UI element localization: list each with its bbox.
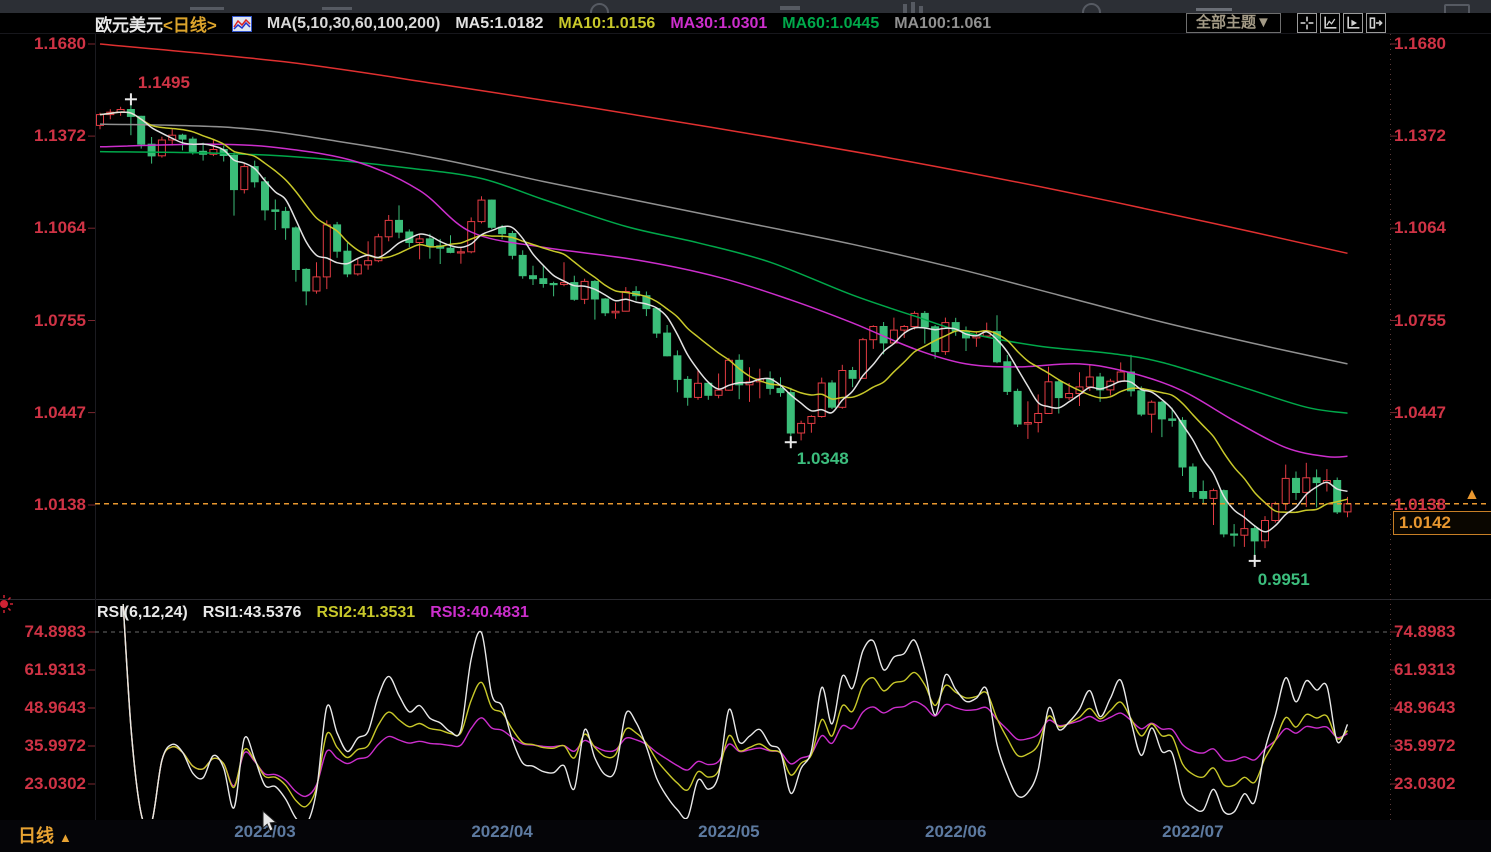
rsi-axis-label: 61.9313 xyxy=(24,659,86,679)
rsi-line-RSI1 xyxy=(122,604,1349,819)
price-marker-cross xyxy=(784,436,797,449)
period-tag: <日线> xyxy=(163,16,217,35)
time-axis-label: 2022/05 xyxy=(698,822,760,841)
rsi3-value: RSI3:40.4831 xyxy=(430,604,529,621)
rsi-line-RSI2 xyxy=(122,604,1349,819)
rsi-axis-label: 35.9972 xyxy=(24,736,86,755)
time-axis-label: 2022/03 xyxy=(234,822,296,841)
ma-line-MA60 xyxy=(99,150,1348,414)
rsi1-value: RSI1:43.5376 xyxy=(202,604,302,621)
price-axis-label: 1.0447 xyxy=(1394,402,1446,422)
ma5-value: MA5:1.0182 xyxy=(455,14,544,32)
ma-line-MA10 xyxy=(99,111,1348,514)
price-axis-label: 1.1680 xyxy=(1394,34,1446,53)
time-axis-label: 2022/04 xyxy=(471,822,533,841)
theme-dropdown-button[interactable]: 全部主题▼ xyxy=(1186,13,1281,33)
rsi-legend: RSI(6,12,24) RSI1:43.5376 RSI2:41.3531 R… xyxy=(97,604,529,622)
ma30-value: MA30:1.0301 xyxy=(670,14,768,32)
rsi-series xyxy=(122,604,1349,819)
toolbar-fragment xyxy=(1196,8,1232,11)
pointer-axis-icon[interactable] xyxy=(1343,13,1363,33)
rsi-axis-label: 35.9972 xyxy=(1394,736,1456,755)
toolbar-fragment xyxy=(919,6,923,13)
ma-line-MA30 xyxy=(99,143,1348,458)
price-axis-label: 1.0447 xyxy=(34,402,86,422)
price-axis-label: 1.1680 xyxy=(34,34,86,53)
ma-line-MA200 xyxy=(99,43,1348,255)
rsi-axis-label: 74.8983 xyxy=(1394,622,1456,641)
ma60-value: MA60:1.0445 xyxy=(782,14,880,32)
ma-indicator-icon[interactable] xyxy=(231,15,252,32)
rsi-axis-label: 74.8983 xyxy=(24,622,86,641)
rsi2-value: RSI2:41.3531 xyxy=(316,604,416,621)
price-axis-label: 1.0138 xyxy=(34,495,86,514)
ma-line-MA5 xyxy=(99,111,1348,533)
chart-toolbar xyxy=(1297,13,1386,33)
rsi-axis-label: 48.9643 xyxy=(1394,697,1456,717)
collapse-pane-icon[interactable] xyxy=(1366,13,1386,33)
crosshair-icon[interactable] xyxy=(1297,13,1317,33)
mouse-cursor-icon xyxy=(260,809,280,839)
price-marker-cross xyxy=(1248,554,1261,567)
ma100-value: MA100:1.061 xyxy=(894,14,992,32)
toolbar-fragment xyxy=(590,3,609,13)
rsi-line-RSI3 xyxy=(122,604,1348,819)
price-axis-label: 1.0138 xyxy=(1394,495,1446,514)
toolbar-fragment xyxy=(322,7,352,10)
high-price-annotation: 1.1495 xyxy=(137,73,190,93)
rsi-axis-label: 61.9313 xyxy=(1394,659,1456,679)
last-price-tag: 1.0142 xyxy=(1393,511,1491,535)
indicator-legend: 欧元美元<日线> MA(5,10,30,60,100,200) MA5:1.01… xyxy=(95,13,992,36)
lowest-low-annotation: 0.9951 xyxy=(1257,569,1310,589)
bottom-bar xyxy=(0,820,1491,852)
ma-line-MA100 xyxy=(99,123,1348,365)
rsi-axis-label: 23.0302 xyxy=(24,774,86,793)
price-axis-label: 1.1064 xyxy=(1394,218,1446,238)
price-axis-label: 1.0755 xyxy=(1394,310,1446,330)
rsi-axis-label: 23.0302 xyxy=(1394,774,1456,793)
top-toolbar-strip xyxy=(0,0,1491,13)
rsi-group-label: RSI(6,12,24) xyxy=(97,604,188,621)
toolbar-fragment xyxy=(190,7,224,10)
toolbar-fragment xyxy=(1444,4,1470,13)
time-axis-label: 2022/07 xyxy=(1162,822,1224,841)
toolbar-fragment xyxy=(1082,3,1101,13)
price-axis-label: 1.1372 xyxy=(34,126,86,146)
period-selector-button[interactable]: 日线 ▲ xyxy=(18,822,72,848)
rsi-axis-label: 48.9643 xyxy=(24,697,86,717)
period-selector-label: 日线 xyxy=(18,826,54,846)
chevron-up-icon: ▲ xyxy=(59,830,72,845)
scale-axis-icon[interactable] xyxy=(1320,13,1340,33)
price-axis-label: 1.1372 xyxy=(1394,126,1446,146)
last-price-arrow-icon: ▲ xyxy=(1464,486,1480,503)
panel-marker-icon[interactable] xyxy=(0,594,14,619)
candlestick-series xyxy=(96,99,1352,561)
toolbar-fragment xyxy=(780,6,800,10)
ma10-value: MA10:1.0156 xyxy=(558,14,656,32)
toolbar-fragment xyxy=(911,2,915,13)
time-axis-label: 2022/06 xyxy=(924,822,987,841)
swing-low-annotation: 1.0348 xyxy=(796,449,849,469)
price-axis-label: 1.1064 xyxy=(34,218,86,238)
price-axis-label: 1.0755 xyxy=(34,310,86,330)
price-marker-cross xyxy=(124,93,137,106)
ma-group-label: MA(5,10,30,60,100,200) xyxy=(266,14,441,32)
toolbar-fragment xyxy=(903,4,907,13)
symbol-title: 欧元美元<日线> xyxy=(95,16,217,35)
